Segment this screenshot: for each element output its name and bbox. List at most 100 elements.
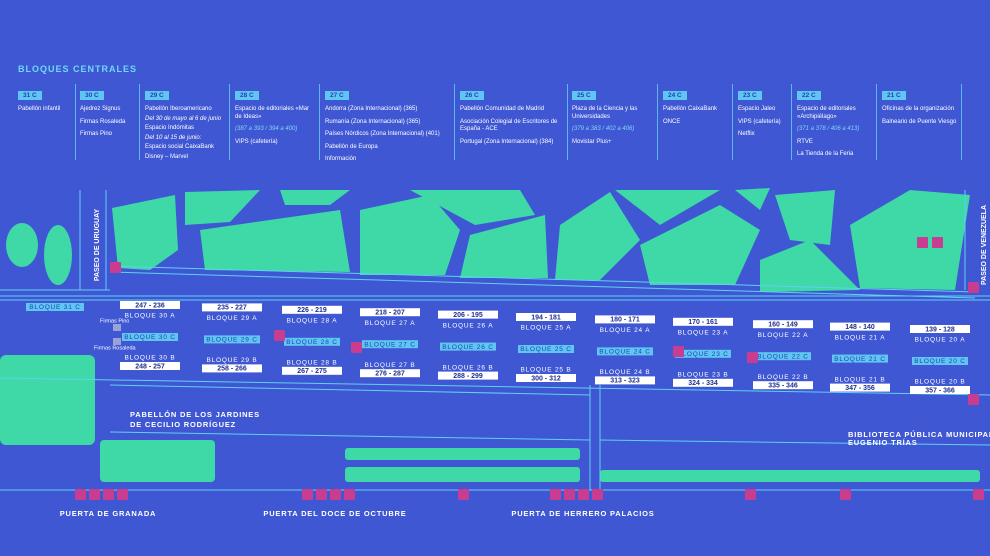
block-range: 357 - 366 [925, 387, 955, 394]
parking-icon [973, 489, 984, 500]
block-name: BLOQUE 23 A [678, 330, 729, 337]
sign-label: Firmas Rosaleda [94, 345, 137, 351]
c-block-label: BLOQUE 31 C [29, 304, 80, 311]
c-block-box [26, 303, 84, 311]
legend-column: 31 C Pabellón infantil [18, 84, 76, 160]
block-name: BLOQUE 25 B [520, 367, 571, 374]
block-badge: 22 C [797, 91, 821, 100]
legend-item: VIPS (cafetería) [235, 138, 278, 145]
sign-label: Firmas Pino [100, 318, 129, 324]
block-range: 313 - 323 [610, 378, 640, 385]
block-badge: 24 C [663, 91, 687, 100]
gate-label: PUERTA DEL DOCE DE OCTUBRE [263, 509, 406, 518]
street-label: PASEO DE VENEZUELA [981, 205, 988, 285]
legend-item: (371 a 378 / 406 a 413) [797, 126, 860, 132]
block-range: 139 - 128 [925, 326, 955, 333]
block-range: 206 - 195 [453, 312, 483, 319]
range-box [753, 320, 813, 329]
sign-marker [113, 324, 121, 331]
block-badge: 26 C [460, 91, 484, 100]
park [44, 225, 72, 285]
park [850, 190, 970, 290]
c-block-box [122, 333, 178, 341]
path [599, 439, 990, 446]
gate-label: PUERTA DE HERRERO PALACIOS [511, 509, 654, 518]
block-name: BLOQUE 21 B [834, 376, 885, 383]
block-name: BLOQUE 22 B [757, 374, 808, 381]
block-name: BLOQUE 20 A [915, 337, 966, 344]
section-title: BLOQUES CENTRALES [18, 64, 138, 74]
parking-icon [458, 489, 469, 500]
block-name: BLOQUE 27 A [365, 320, 416, 327]
block-name: BLOQUE 30 B [124, 355, 175, 362]
c-block-box [362, 340, 418, 349]
legend-item: Espacio de editoriales «Mar de Ideas» [235, 106, 310, 120]
legend-item: La Tienda de la Feria [797, 151, 854, 157]
park [615, 190, 720, 225]
range-box [120, 362, 180, 370]
block-range: 324 - 334 [688, 380, 718, 387]
range-box [282, 366, 342, 375]
c-block-label: BLOQUE 28 C [286, 339, 337, 346]
park [600, 470, 980, 482]
block-range: 218 - 207 [375, 310, 405, 317]
building-label: PABELLÓN DE LOS JARDINES [130, 410, 260, 419]
c-block-box [675, 349, 731, 358]
range-box [360, 369, 420, 378]
legend-item: Países Nórdicos (Zona Internacional) (40… [325, 131, 440, 137]
path [0, 377, 990, 396]
legend-item: Espacio Jaleo [738, 106, 776, 112]
park [112, 195, 178, 270]
range-box [595, 315, 655, 324]
block-name: BLOQUE 26 B [442, 364, 493, 371]
block-range: 247 - 236 [135, 302, 165, 309]
legend-item: Del 10 al 15 de junio: [145, 134, 202, 141]
legend-item: Asociación Colegial de Escritores de Esp… [460, 118, 558, 133]
range-box [753, 381, 813, 390]
range-box [673, 378, 733, 387]
block-range: 148 - 140 [845, 324, 875, 331]
block-range: 226 - 219 [297, 307, 327, 314]
park [185, 190, 260, 225]
legend-item: Pabellón Comunidad de Madrid [460, 106, 545, 112]
facility-icon [932, 237, 943, 248]
park [555, 192, 640, 280]
park [6, 223, 38, 267]
block-badge: 27 C [325, 91, 349, 100]
paths [0, 190, 990, 491]
parks [0, 188, 980, 482]
c-block-label: BLOQUE 23 C [677, 351, 728, 358]
legend-item: Disney – Marvel [145, 153, 189, 160]
legend-item: Balneario de Puente Viesgo [882, 118, 957, 125]
legend-column: 24 C Pabellón CaixaBank ONCE [663, 84, 733, 160]
block-badge: 28 C [235, 91, 259, 100]
c-block-box [597, 347, 653, 356]
legend-item: Andorra (Zona Internacional) (365) [325, 106, 418, 112]
parking-icon [745, 489, 756, 500]
c-block-box [284, 337, 340, 346]
legend-item: Movistar Plus+ [572, 138, 612, 145]
legend-item: Oficinas de la organización [882, 106, 955, 112]
facility-icon [747, 352, 758, 363]
block-range: 335 - 346 [768, 383, 798, 390]
path [109, 271, 976, 299]
range-box [202, 364, 262, 373]
block-range: 235 - 227 [217, 305, 247, 312]
block-range: 258 - 266 [217, 366, 247, 373]
legend-column: 28 C Espacio de editoriales «Mar de Ideas… [235, 84, 320, 160]
block-name: BLOQUE 28 B [286, 360, 337, 367]
legend-item: RTVE [797, 138, 813, 145]
legend-item: VIPS (cafetería) [738, 118, 781, 125]
legend-item: Rumanía (Zona Internacional) (365) [325, 118, 421, 125]
park [735, 188, 770, 210]
c-block-label: BLOQUE 29 C [206, 337, 257, 344]
park [200, 210, 350, 272]
park [640, 205, 760, 285]
c-block-label: BLOQUE 30 C [124, 334, 175, 341]
range-box [830, 322, 890, 331]
range-box [202, 303, 262, 312]
gate-icon [117, 489, 128, 500]
facility-icon [968, 282, 979, 293]
block-badge: 29 C [145, 91, 169, 100]
